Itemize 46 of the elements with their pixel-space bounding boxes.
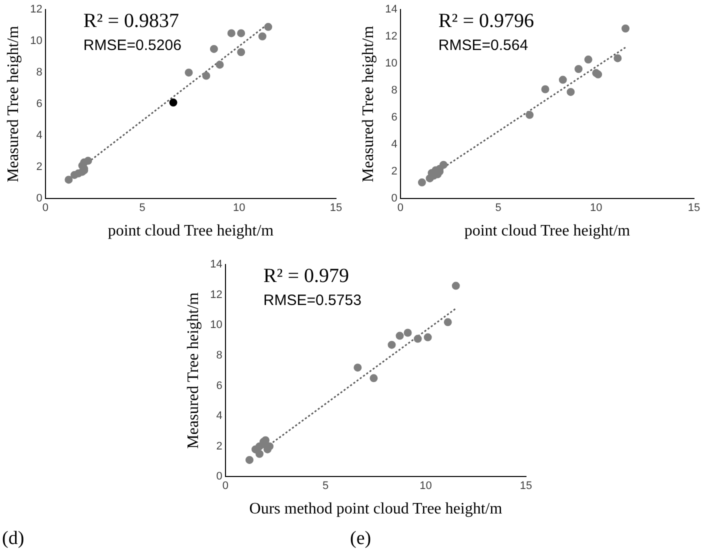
y-tick-label: 12 <box>385 30 398 43</box>
annotation: RMSE=0.5206 <box>83 37 182 54</box>
x-tick-label: 5 <box>322 480 329 492</box>
y-tick-label: 6 <box>36 98 42 110</box>
y-tick-label: 4 <box>391 138 398 151</box>
y-tick-label: 14 <box>385 4 398 16</box>
y-tick-label: 0 <box>216 470 222 483</box>
text: (d) <box>2 528 24 550</box>
annotation: RMSE=0.564 <box>438 37 528 54</box>
y-tick-label: 0 <box>391 192 398 205</box>
x-axis-title: Ours method point cloud Tree height/m <box>249 500 503 518</box>
y-tick-label: 10 <box>210 319 222 332</box>
x-tick-label: 10 <box>420 480 432 492</box>
y-axis-title: Measured Tree height/m <box>184 292 202 449</box>
y-tick-label: 8 <box>216 349 222 362</box>
y-tick-label: 0 <box>36 192 42 205</box>
annotation: R² = 0.979 <box>263 264 350 287</box>
x-tick-label: 10 <box>233 202 246 214</box>
y-tick-label: 12 <box>210 288 222 301</box>
x-tick-label: 15 <box>520 480 532 492</box>
x-tick-label: 5 <box>495 202 502 214</box>
y-axis-title: Measured Tree height/m <box>360 25 377 182</box>
x-tick-label: 5 <box>139 202 146 214</box>
y-tick-label: 2 <box>391 166 398 178</box>
y-axis-title: Measured Tree height/m <box>4 25 22 182</box>
y-tick-label: 12 <box>30 4 42 16</box>
y-tick-label: 6 <box>391 112 398 124</box>
y-tick-label: 14 <box>210 258 222 271</box>
x-axis-title: point cloud Tree height/m <box>464 222 631 240</box>
y-tick-label: 8 <box>36 66 42 79</box>
annotation: R² = 0.9796 <box>438 10 534 32</box>
x-tick-label: 15 <box>330 202 342 214</box>
annotation: R² = 0.9837 <box>83 10 180 32</box>
y-tick-label: 2 <box>216 440 222 452</box>
annotation: RMSE=0.5753 <box>263 292 362 310</box>
y-tick-label: 6 <box>216 380 222 392</box>
y-tick-label: 4 <box>216 410 222 422</box>
x-axis-title: point cloud Tree height/m <box>108 222 274 240</box>
y-tick-label: 10 <box>30 35 42 48</box>
y-tick-label: 2 <box>36 161 42 174</box>
x-tick-label: 15 <box>688 202 700 214</box>
text: (e) <box>350 528 372 550</box>
y-tick-label: 8 <box>391 84 398 97</box>
y-tick-label: 4 <box>36 130 42 142</box>
x-tick-label: 10 <box>590 202 602 214</box>
y-tick-label: 10 <box>385 58 398 70</box>
